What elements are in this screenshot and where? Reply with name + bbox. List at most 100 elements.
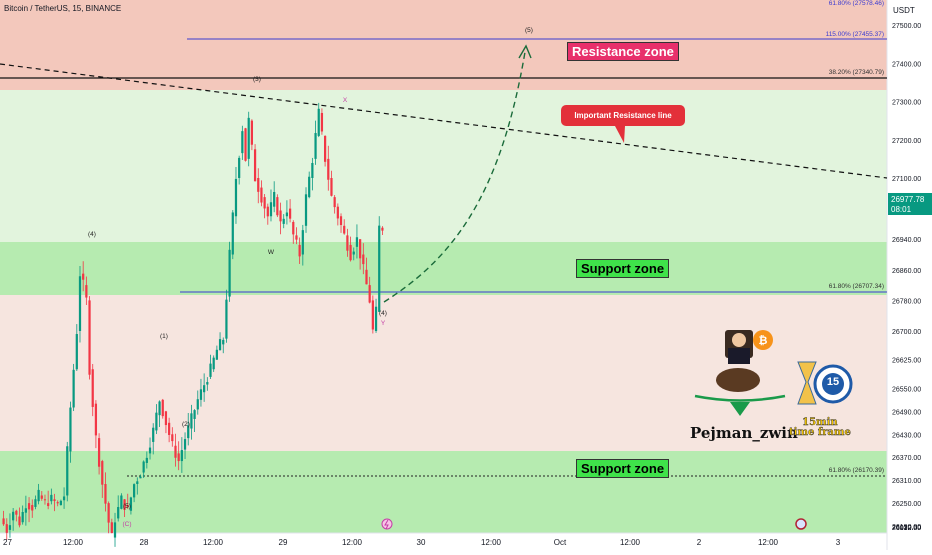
price-tick-label: 26550.00 [892,386,921,393]
candle-body [381,227,384,231]
projection-arrow-icon [518,44,532,59]
candle-body [346,235,349,251]
price-tick-label: 26940.00 [892,237,921,244]
candle-body [292,221,295,235]
candle-body [183,439,187,450]
candle-body [43,499,47,501]
price-tick-label: 26860.00 [892,268,921,275]
resistance-zone-label[interactable]: Resistance zone [567,42,679,61]
candle-body [40,495,43,499]
candle-body [241,131,244,154]
candle-body [24,508,27,513]
us-flag-event-icon[interactable] [795,518,807,530]
candle-body [8,525,12,530]
candle-body [355,237,359,247]
price-tick-label: 26310.00 [892,478,921,485]
price-tick-label: 26625.00 [892,358,921,365]
price-tick-label: 27500.00 [892,23,921,30]
candle-body [225,299,228,339]
time-tick-label: 12:00 [203,538,224,547]
candle-body [62,496,66,501]
candle-body [104,484,107,504]
time-axis-bg [0,533,932,550]
candle-body [218,339,222,351]
candle-body [85,285,88,298]
symbol-title[interactable]: Bitcoin / TetherUS, 15, BINANCE [4,4,122,13]
candle-body [37,489,40,502]
candle-body [253,149,257,182]
wave-label: (2) [182,421,190,428]
wave-label: X [343,97,348,104]
candle-body [273,192,276,207]
currency-label[interactable]: USDT [893,6,915,15]
neutral-zone-bg-top [0,90,887,242]
candle-body [250,120,254,145]
candle-body [269,202,273,217]
candle-body [18,516,21,526]
candle-body [333,197,336,208]
candle-body [327,158,330,180]
candle-body [78,276,82,331]
candle-body [5,524,8,533]
wave-label: (4) [379,310,387,317]
candle-body [187,425,190,439]
candle-body [69,407,72,452]
candle-body [276,197,279,216]
candle-body [171,434,174,442]
last-price-value: 26977.78 [891,195,925,204]
candle-body [266,206,269,217]
price-axis-labels: 27500.00 27400.00 27300.00 27200.00 27100.00… [892,23,921,532]
candle-body [330,178,333,196]
candle-body [110,522,113,534]
candle-body [215,349,218,360]
candle-body [34,499,37,507]
candle-body [320,112,324,132]
wave-labels: (4) (5) (C) (1) (2) (3) W X (4) Y (5) [88,27,533,528]
important-resistance-callout[interactable]: Important Resistance line [561,105,685,126]
time-tick-label: 12:00 [620,538,641,547]
candle-body [59,500,63,506]
candle-body [15,510,18,515]
timeframe-badge: 15 [826,376,840,388]
candle-body [180,450,183,462]
candle-body [177,453,180,462]
candle-body [317,108,320,136]
support-zone-label-lower[interactable]: Support zone [576,459,670,478]
candle-body [117,507,120,519]
last-price-tag: 26977.78 08:01 [888,193,932,215]
candle-body [148,447,152,454]
candle-body [282,218,285,224]
price-tick-label: 26070.00 [892,525,921,532]
candle-body [145,457,148,463]
candle-body [152,427,155,442]
candle-body [50,494,53,502]
svg-text:₿: ₿ [759,334,768,347]
candle-body [158,401,161,416]
candle-body [53,499,56,501]
time-tick-label: 12:00 [342,538,363,547]
support-zone-bg-upper [0,242,887,295]
candle-body [368,285,371,303]
support-zone-label-upper[interactable]: Support zone [576,259,670,278]
candle-body [136,481,139,484]
projection-path[interactable] [383,51,526,303]
fib-level-label: 61.80% (26170.39) [829,467,884,474]
time-tick-label: 29 [279,538,288,547]
price-tick-label: 26250.00 [892,501,921,508]
candles-group[interactable] [2,102,384,547]
candle-body [304,194,308,226]
fib-level-label: 61.80% (26707.34) [829,283,884,290]
candle-body [193,410,196,419]
candle-body [279,210,282,222]
timeframe-caption-line2: time frame [789,427,851,438]
lightning-event-icon[interactable] [381,518,393,530]
candle-body [56,502,59,504]
resistance-zone-bg [0,0,887,90]
candle-body [196,399,199,410]
candle-body [257,178,260,192]
candle-body [314,133,317,159]
candle-body [12,511,15,521]
candle-body [164,411,168,426]
